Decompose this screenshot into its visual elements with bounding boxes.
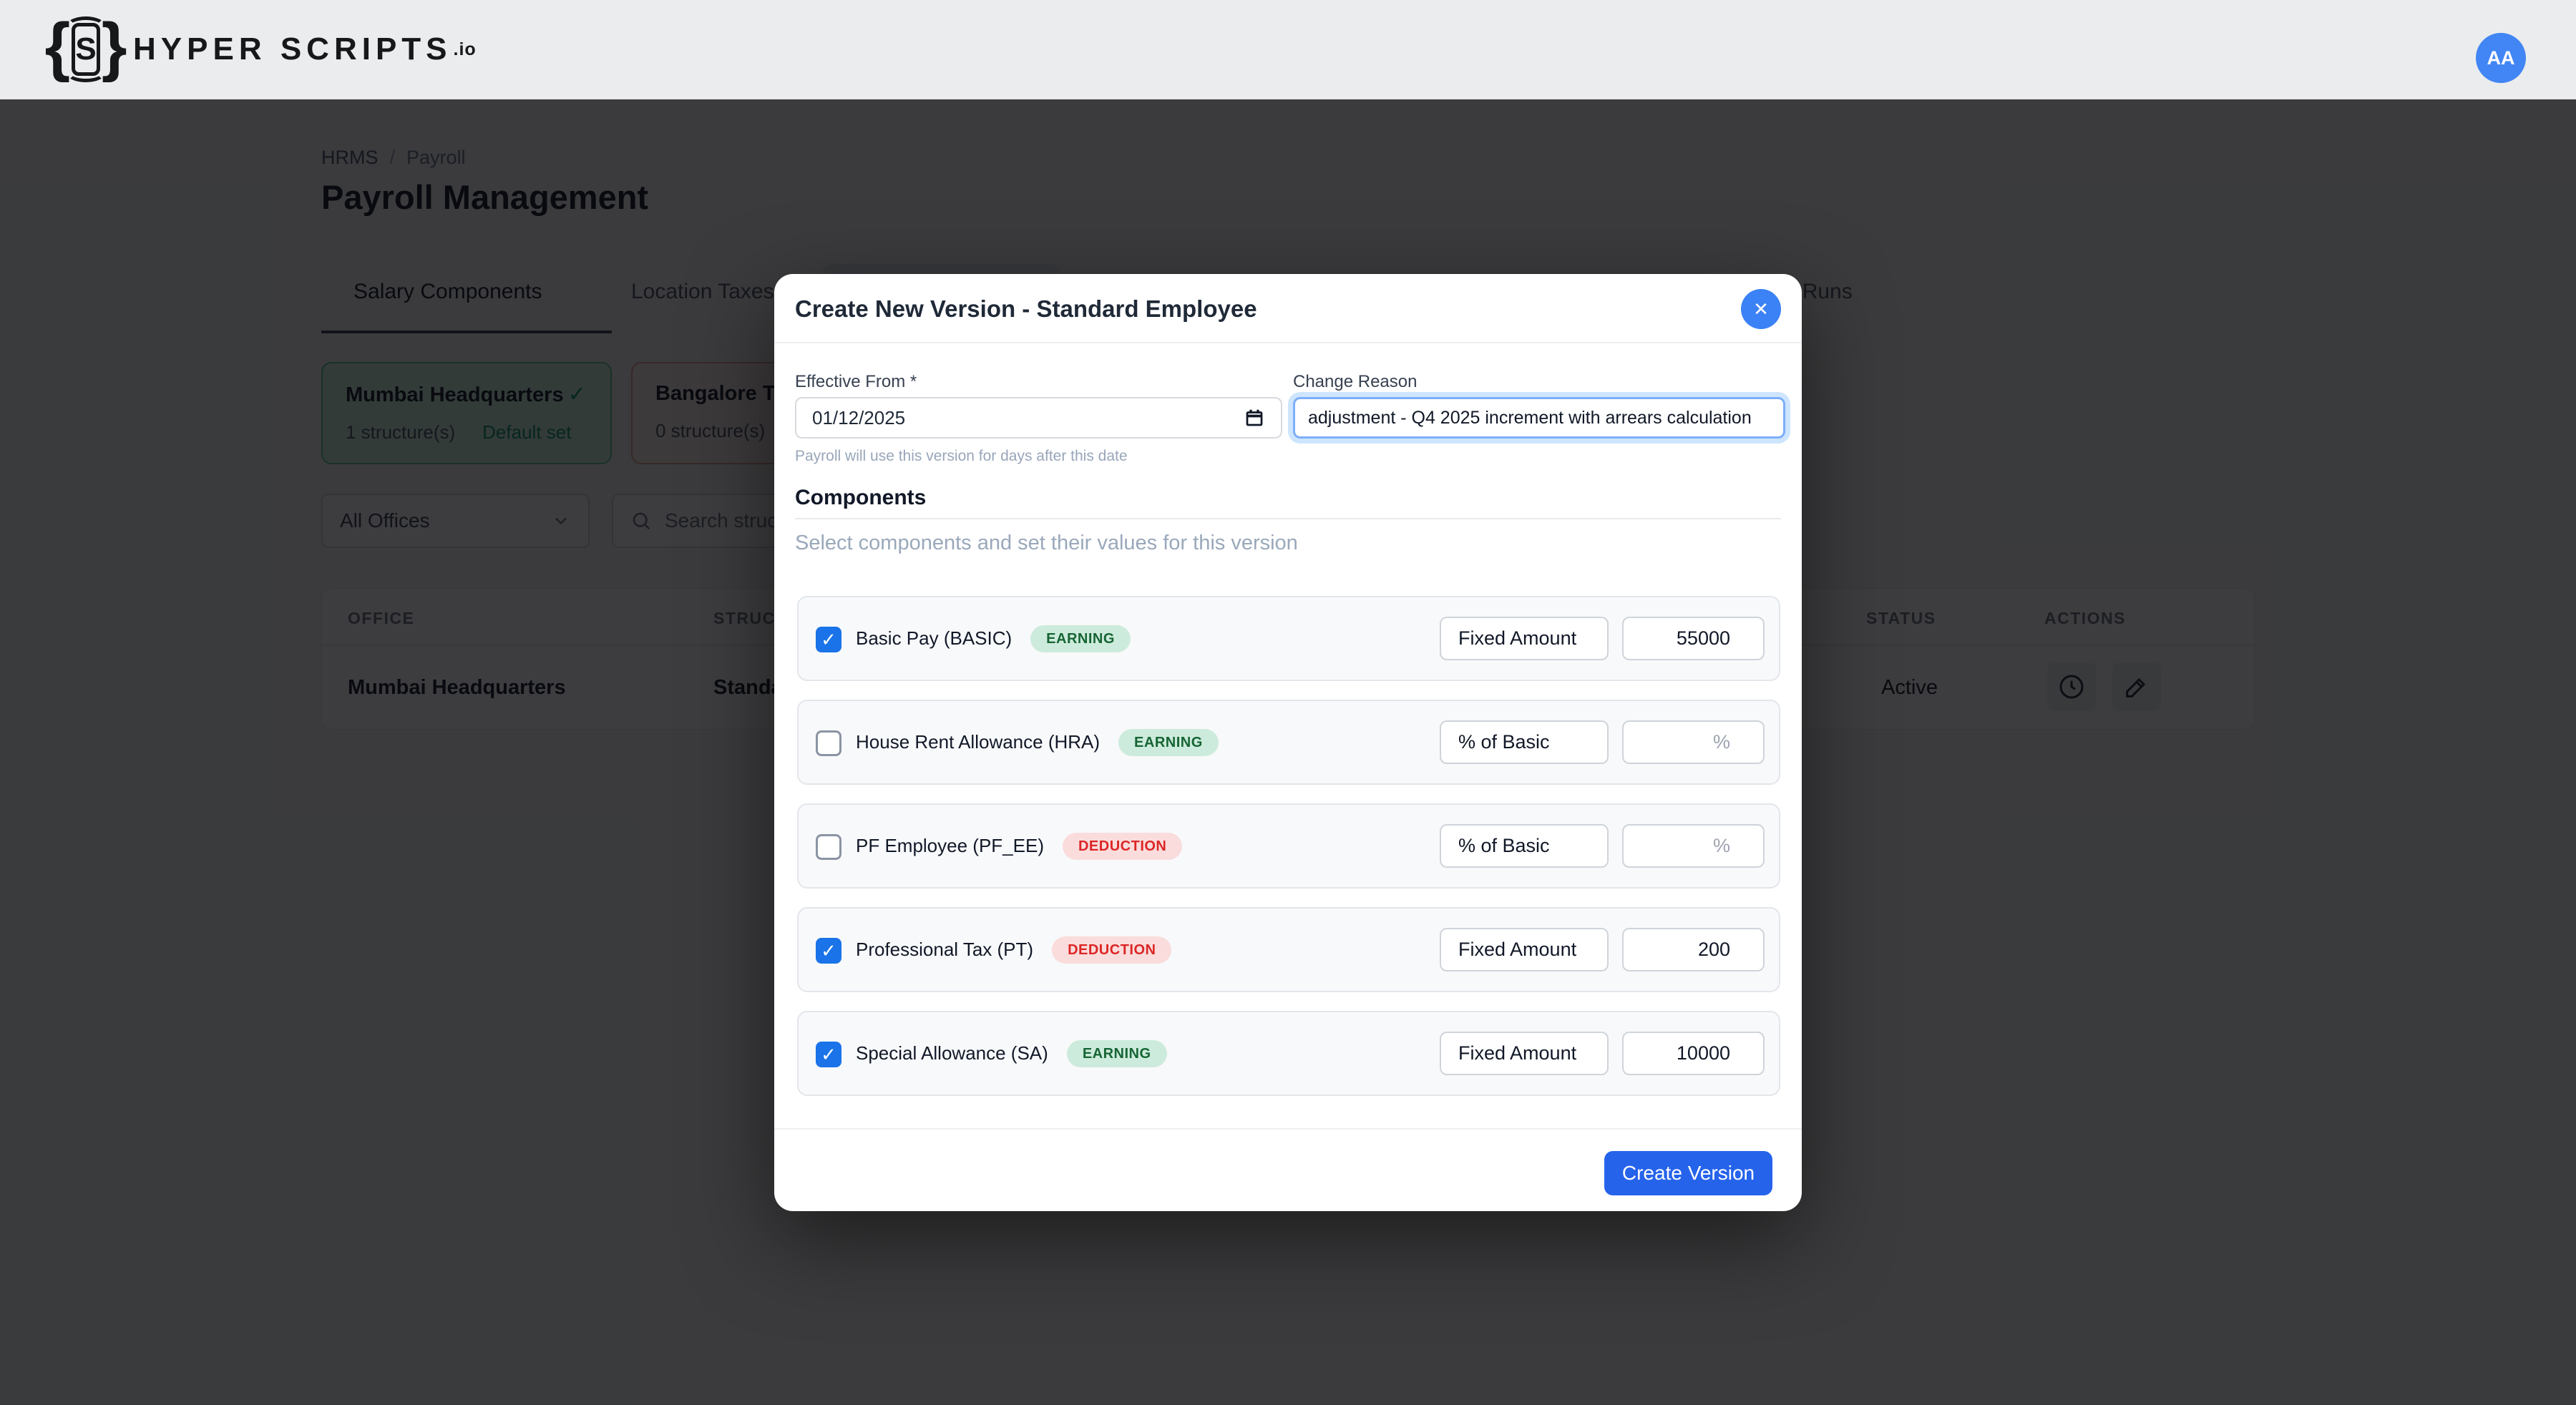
calendar-icon[interactable] bbox=[1244, 407, 1265, 429]
component-type-badge: DEDUCTION bbox=[1062, 833, 1183, 860]
calculation-method-select[interactable]: Fixed Amount bbox=[1440, 928, 1609, 971]
user-avatar[interactable]: AA bbox=[2476, 33, 2526, 83]
top-navbar: { S } HYPER SCRIPTS .io AA bbox=[0, 0, 2576, 99]
check-icon: ✓ bbox=[821, 1043, 836, 1065]
component-checkbox[interactable]: ✓ bbox=[816, 627, 841, 652]
calculation-method-select[interactable]: Fixed Amount bbox=[1440, 617, 1609, 660]
component-value-input[interactable] bbox=[1622, 720, 1765, 764]
component-checkbox[interactable] bbox=[816, 730, 841, 756]
component-value-input[interactable] bbox=[1622, 928, 1765, 971]
component-label: PF Employee (PF_EE) bbox=[856, 835, 1044, 856]
component-row: ✓ Special Allowance (SA) EARNING Fixed A… bbox=[797, 1011, 1780, 1096]
brand-tld: .io bbox=[453, 39, 477, 59]
monogram-s: S bbox=[72, 23, 100, 76]
effective-from-label: Effective From * bbox=[795, 372, 917, 391]
effective-from-help: Payroll will use this version for days a… bbox=[795, 448, 1128, 464]
component-row: House Rent Allowance (HRA) EARNING % of … bbox=[797, 700, 1780, 785]
component-value-input[interactable] bbox=[1622, 1032, 1765, 1075]
effective-from-input[interactable]: 01/12/2025 bbox=[795, 397, 1282, 439]
component-label: Professional Tax (PT) bbox=[856, 939, 1034, 960]
component-row: ✓ Basic Pay (BASIC) EARNING Fixed Amount bbox=[797, 596, 1780, 681]
component-checkbox[interactable]: ✓ bbox=[816, 1042, 841, 1067]
brand-wordmark: HYPER SCRIPTS bbox=[133, 31, 452, 67]
close-icon: ✕ bbox=[1753, 298, 1769, 320]
component-label: Special Allowance (SA) bbox=[856, 1042, 1048, 1064]
component-label: Basic Pay (BASIC) bbox=[856, 627, 1013, 649]
components-divider bbox=[795, 518, 1781, 519]
components-hint: Select components and set their values f… bbox=[795, 532, 1298, 554]
calculation-method-select[interactable]: % of Basic bbox=[1440, 720, 1609, 764]
component-label: House Rent Allowance (HRA) bbox=[856, 731, 1101, 753]
component-checkbox[interactable] bbox=[816, 834, 841, 860]
component-type-badge: EARNING bbox=[1118, 729, 1219, 756]
component-value-input[interactable] bbox=[1622, 617, 1765, 660]
component-rows: ✓ Basic Pay (BASIC) EARNING Fixed Amount… bbox=[797, 596, 1780, 1115]
components-heading: Components bbox=[795, 486, 927, 509]
create-version-button[interactable]: Create Version bbox=[1604, 1151, 1772, 1195]
component-row: PF Employee (PF_EE) DEDUCTION % of Basic bbox=[797, 803, 1780, 888]
create-version-modal: Create New Version - Standard Employee ✕… bbox=[774, 274, 1802, 1211]
modal-footer-divider bbox=[774, 1128, 1802, 1130]
change-reason-input[interactable]: adjustment - Q4 2025 increment with arre… bbox=[1293, 397, 1785, 439]
effective-from-value: 01/12/2025 bbox=[812, 406, 906, 429]
close-button[interactable]: ✕ bbox=[1741, 289, 1781, 329]
component-row: ✓ Professional Tax (PT) DEDUCTION Fixed … bbox=[797, 907, 1780, 992]
brand-emblem-icon: { S } bbox=[45, 14, 127, 84]
component-value-input[interactable] bbox=[1622, 824, 1765, 868]
brace-left: { bbox=[44, 10, 71, 83]
change-reason-value: adjustment - Q4 2025 increment with arre… bbox=[1308, 407, 1752, 428]
component-checkbox[interactable]: ✓ bbox=[816, 938, 841, 964]
check-icon: ✓ bbox=[821, 939, 836, 961]
modal-title: Create New Version - Standard Employee bbox=[795, 295, 1257, 322]
brand-logo[interactable]: { S } HYPER SCRIPTS .io bbox=[45, 0, 477, 99]
check-icon: ✓ bbox=[821, 628, 836, 650]
component-type-badge: DEDUCTION bbox=[1052, 936, 1172, 964]
calculation-method-select[interactable]: Fixed Amount bbox=[1440, 1032, 1609, 1075]
component-type-badge: EARNING bbox=[1030, 625, 1131, 652]
calculation-method-select[interactable]: % of Basic bbox=[1440, 824, 1609, 868]
change-reason-label: Change Reason bbox=[1293, 372, 1418, 391]
component-type-badge: EARNING bbox=[1066, 1040, 1167, 1067]
brace-right: } bbox=[101, 10, 127, 83]
modal-header-divider bbox=[774, 342, 1802, 343]
